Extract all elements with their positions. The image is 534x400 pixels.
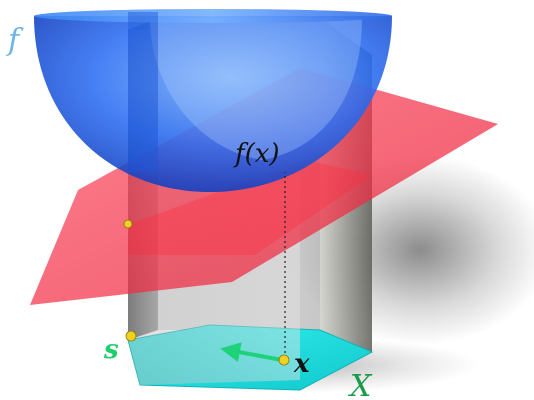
point-s (125, 330, 137, 342)
supporting-plane (30, 68, 498, 305)
label-X: X (348, 369, 373, 400)
function-bowl-inner (150, 18, 362, 160)
point-on-plane (123, 219, 133, 229)
supporting-plane-lower (128, 160, 372, 255)
prism-top-band (128, 12, 158, 172)
label-fx: f(x) (233, 139, 280, 169)
function-bowl (34, 16, 392, 192)
label-f: f (6, 23, 24, 58)
label-x: x (293, 349, 310, 379)
point-x (278, 354, 290, 366)
descent-arrow (220, 342, 283, 363)
function-bowl-rim (34, 9, 392, 23)
label-s: s (103, 335, 119, 365)
